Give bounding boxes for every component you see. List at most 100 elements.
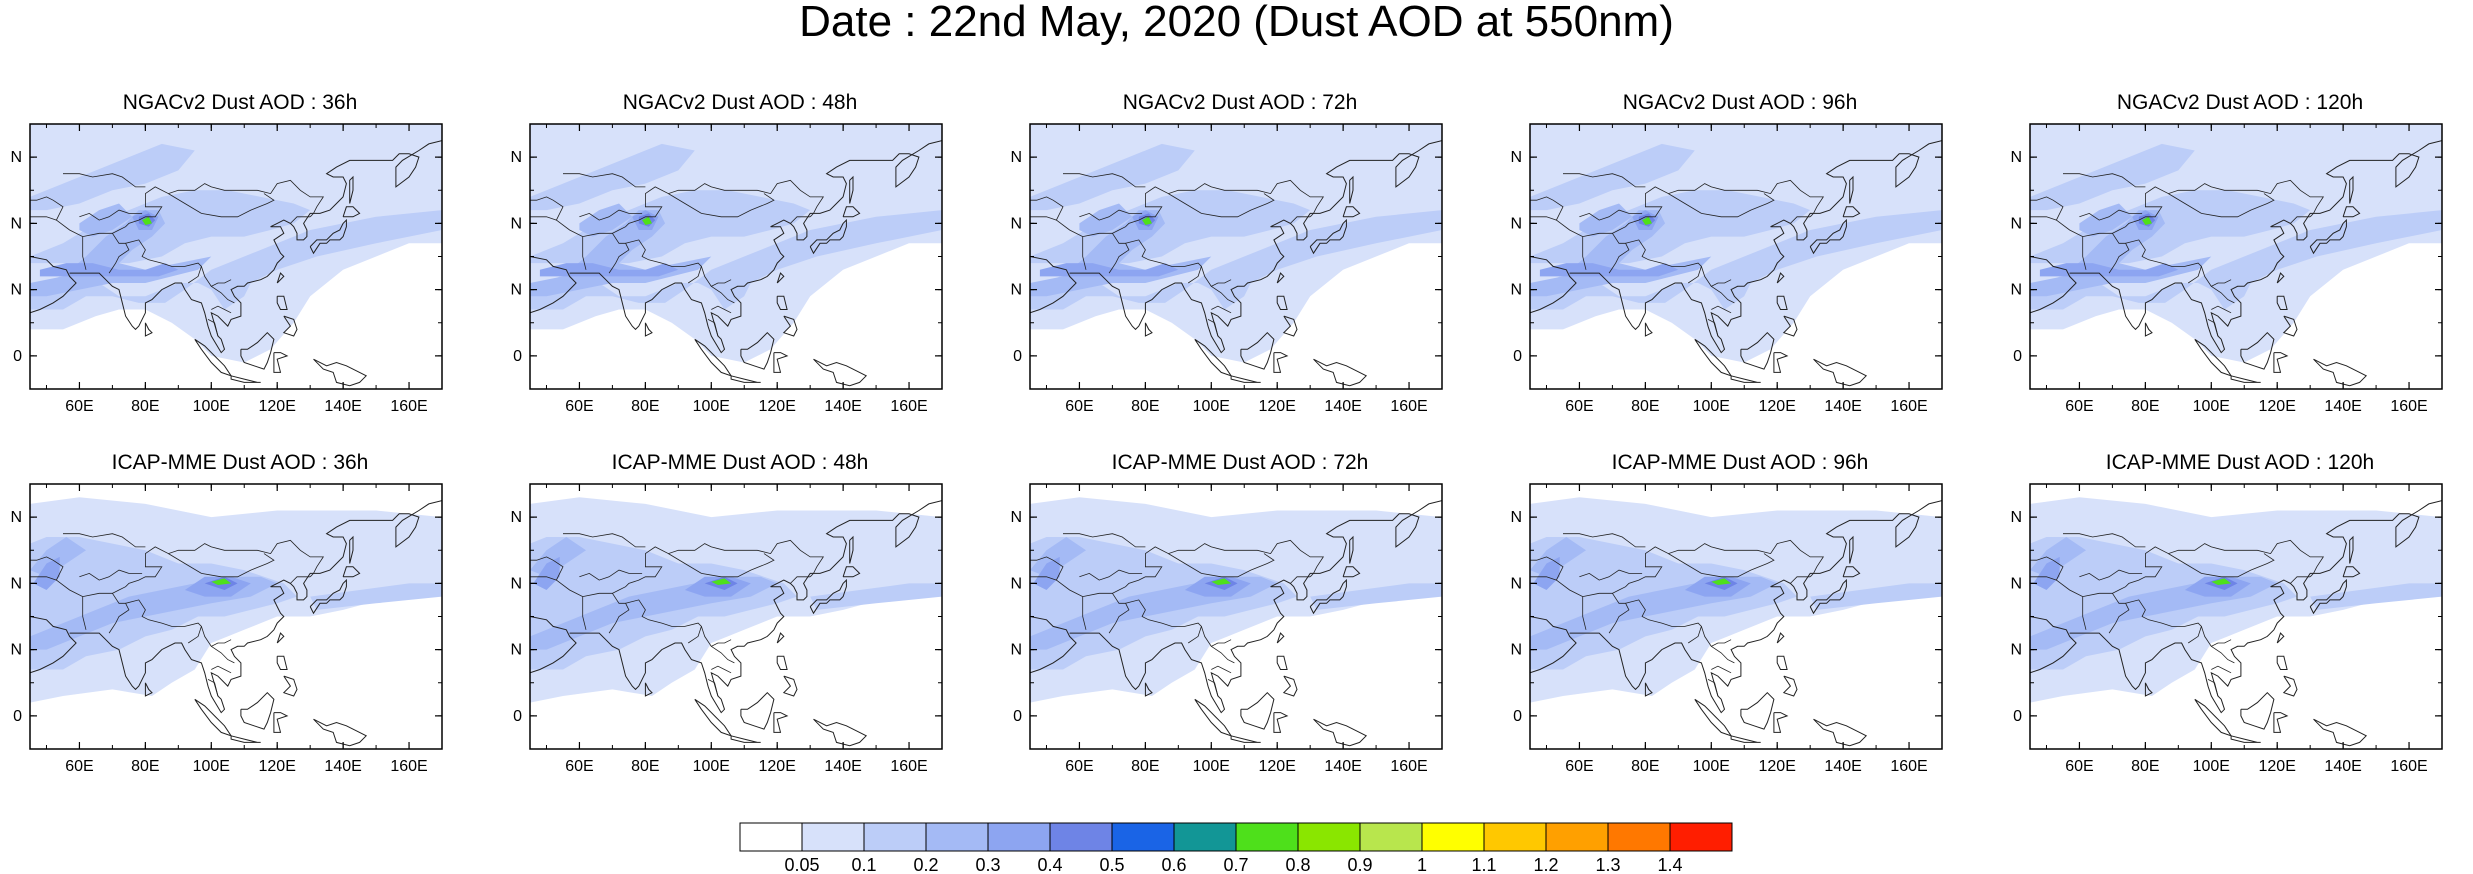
lon-tick-label: 100E: [1693, 398, 1730, 415]
colorbar-tick-label: 1.4: [1657, 855, 1682, 874]
lon-tick-label: 140E: [1824, 398, 1861, 415]
lon-tick-label: 160E: [1390, 398, 1427, 415]
lon-tick-label: 60E: [65, 758, 93, 775]
lon-tick-label: 140E: [824, 398, 861, 415]
lat-tick-label: 20N: [10, 282, 22, 299]
panel-title: NGACv2 Dust AOD : 96h: [1622, 91, 1858, 114]
lat-tick-label: 40N: [1010, 215, 1022, 232]
lon-tick-label: 120E: [1759, 398, 1796, 415]
colorbar-tick-label: 0.3: [975, 855, 1000, 874]
aod-contour: [530, 210, 942, 310]
lat-tick-label: 0: [1513, 708, 1522, 725]
coastlines: [1530, 140, 1942, 387]
lon-tick-label: 80E: [1631, 398, 1659, 415]
map-plot: 60E 80E 100E 120E 140E 160E 60N 40N 20N 0: [2010, 483, 2443, 775]
lat-tick-label: 60N: [1010, 509, 1022, 526]
aod-field: [1530, 497, 1942, 703]
lon-tick-label: 100E: [1193, 758, 1230, 775]
aod-contour: [2033, 556, 2060, 590]
aod-contour: [2030, 537, 2086, 577]
coastlines: [2030, 500, 2442, 747]
lat-tick-label: 60N: [510, 149, 522, 166]
lon-tick-label: 140E: [1324, 758, 1361, 775]
lat-tick-label: 20N: [10, 642, 22, 659]
lon-tick-label: 60E: [2065, 758, 2093, 775]
lat-tick-label: 40N: [1510, 215, 1522, 232]
lon-tick-label: 160E: [390, 758, 427, 775]
lon-tick-label: 120E: [759, 398, 796, 415]
aod-contour: [211, 578, 232, 585]
panel-title: ICAP-MME Dust AOD : 120h: [2105, 451, 2375, 474]
aod-contour: [810, 583, 942, 610]
colorbar-tick-label: 1: [1417, 855, 1427, 874]
lon-tick-label: 120E: [759, 758, 796, 775]
map-panel-ngacv2-36h: NGACv2 Dust AOD : 36h 60E 80E 100E 120E 140E…: [10, 92, 450, 415]
lon-tick-label: 160E: [2390, 758, 2427, 775]
lon-tick-label: 60E: [1065, 758, 1093, 775]
aod-contour: [30, 537, 86, 577]
lat-tick-label: 60N: [1010, 149, 1022, 166]
aod-contour: [79, 203, 133, 237]
lon-tick-label: 80E: [1631, 758, 1659, 775]
aod-contour: [530, 537, 586, 577]
aod-field: [30, 497, 442, 703]
colorbar-swatch: [1545, 822, 1609, 852]
colorbar-tick-label: 0.6: [1161, 855, 1186, 874]
lat-tick-label: 40N: [510, 575, 522, 592]
aod-contour: [1211, 578, 1232, 585]
lat-tick-label: 40N: [1010, 575, 1022, 592]
panel-title: NGACv2 Dust AOD : 48h: [622, 91, 858, 114]
colorbar-tick-label: 0.9: [1347, 855, 1372, 874]
lon-tick-label: 120E: [2259, 398, 2296, 415]
aod-contour: [1530, 537, 1586, 577]
colorbar-swatch: [801, 822, 865, 852]
panel-title: ICAP-MME Dust AOD : 96h: [1611, 451, 1869, 474]
lat-tick-label: 40N: [10, 215, 22, 232]
aod-contour: [1530, 210, 1942, 310]
lon-tick-label: 60E: [2065, 398, 2093, 415]
lat-tick-label: 20N: [1010, 642, 1022, 659]
lat-tick-label: 40N: [10, 575, 22, 592]
aod-contour: [1579, 203, 1633, 237]
lat-tick-label: 0: [2013, 348, 2022, 365]
map-plot: 60E 80E 100E 120E 140E 160E 60N 40N 20N 0: [1510, 123, 1943, 415]
aod-contour: [2030, 143, 2195, 211]
lat-tick-label: 0: [1013, 708, 1022, 725]
lon-tick-label: 60E: [565, 398, 593, 415]
panel-title: ICAP-MME Dust AOD : 36h: [111, 451, 369, 474]
lon-tick-label: 80E: [631, 758, 659, 775]
aod-field: [2030, 124, 2442, 363]
colorbar-swatch: [1235, 822, 1299, 852]
lon-tick-label: 160E: [390, 398, 427, 415]
aod-field: [1530, 124, 1942, 363]
colorbar-swatch: [863, 822, 927, 852]
lon-tick-label: 100E: [2193, 758, 2230, 775]
aod-contour: [1711, 578, 1732, 585]
lat-tick-label: 0: [513, 708, 522, 725]
lon-tick-label: 100E: [193, 398, 230, 415]
lat-tick-label: 60N: [1510, 149, 1522, 166]
lat-tick-label: 0: [13, 708, 22, 725]
lat-tick-label: 20N: [2010, 282, 2022, 299]
lat-tick-label: 20N: [2010, 642, 2022, 659]
map-panel-ngacv2-120h: NGACv2 Dust AOD : 120h 60E 80E 100E 120E 140…: [2010, 92, 2450, 415]
coastlines: [2030, 140, 2442, 387]
lon-tick-label: 140E: [2324, 758, 2361, 775]
aod-contour: [30, 210, 442, 310]
colorbar-swatch: [1607, 822, 1671, 852]
lat-tick-label: 20N: [1510, 642, 1522, 659]
map-plot: 60E 80E 100E 120E 140E 160E 60N 40N 20N 0: [10, 483, 443, 775]
lat-tick-label: 20N: [1510, 282, 1522, 299]
aod-field: [530, 497, 942, 703]
colorbar-tick-label: 0.7: [1223, 855, 1248, 874]
map-panel-icap-mme-96h: ICAP-MME Dust AOD : 96h 60E 80E 100E 120E 14…: [1510, 451, 1950, 775]
lon-tick-label: 160E: [1890, 398, 1927, 415]
aod-contour: [1030, 537, 1086, 577]
aod-contour: [1533, 556, 1560, 590]
coastlines: [1030, 500, 1442, 747]
aod-contour: [142, 216, 152, 225]
colorbar-swatch: [1421, 822, 1485, 852]
lat-tick-label: 60N: [10, 509, 22, 526]
aod-contour: [1142, 216, 1152, 225]
lon-tick-label: 80E: [1131, 398, 1159, 415]
